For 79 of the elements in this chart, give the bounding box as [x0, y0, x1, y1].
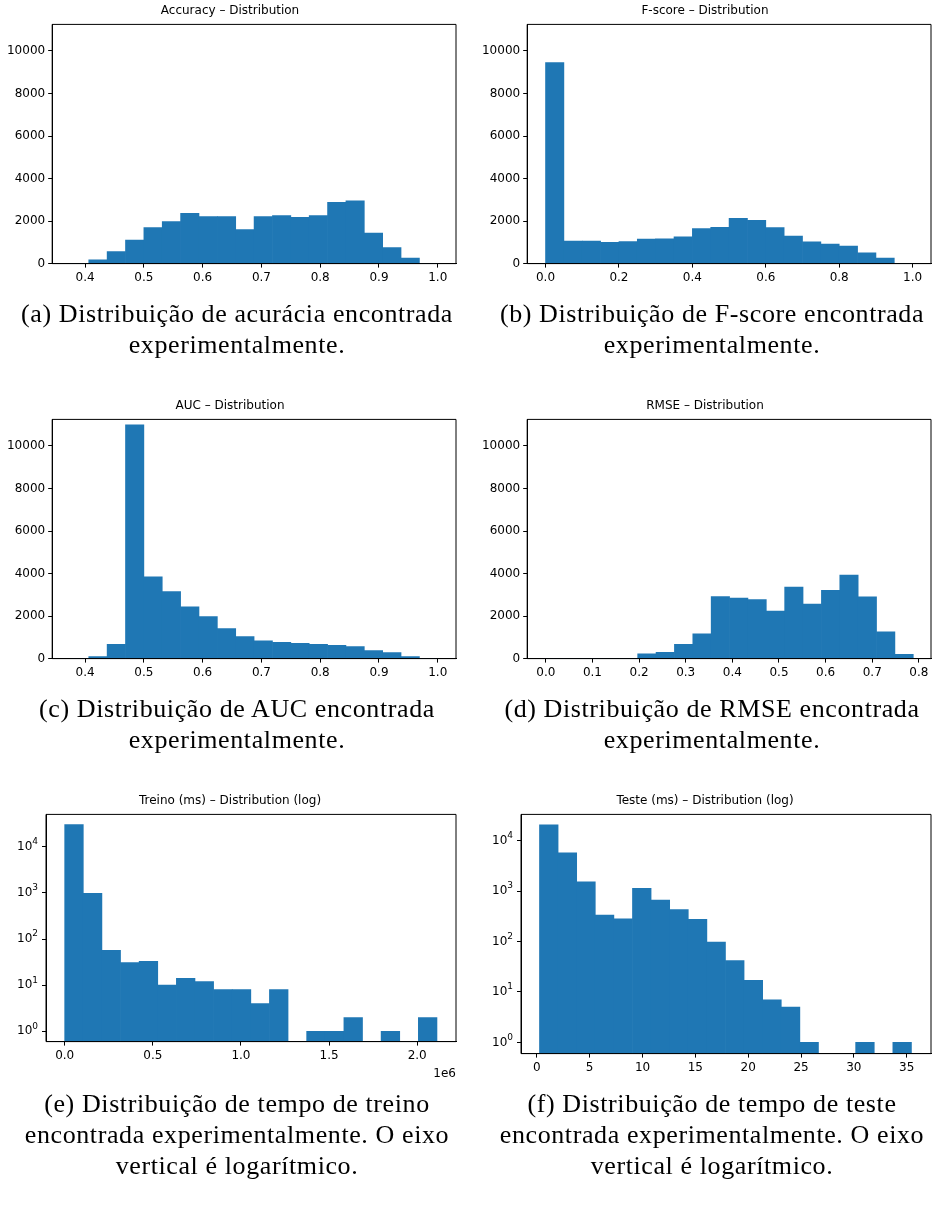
x-tick-label: 0.8	[829, 269, 849, 284]
y-tick-label: 6000	[14, 128, 46, 143]
y-tick-label: 2000	[14, 608, 46, 623]
y-tick-label: 8000	[489, 480, 521, 495]
x-tick-label: 0.0	[55, 1047, 75, 1062]
text: (c) Distribuição de AUC encontrada experimentalmente.	[38, 693, 436, 755]
x-tick-label: 0.2	[609, 269, 629, 284]
x-tick-label: 0.1	[582, 664, 602, 679]
y-tick-label: 8000	[14, 85, 46, 100]
x-tick-label: 0.4	[682, 269, 702, 284]
x-tick-label: 0.9	[369, 664, 389, 679]
x-tick-label: 25	[793, 1059, 809, 1074]
y-tick-label: 0	[512, 650, 521, 665]
x-tick-label: 0.6	[193, 269, 213, 284]
x-tick-label: 0.8	[310, 269, 330, 284]
y-tick-label: 8000	[14, 480, 46, 495]
x-tick-label: 0.8	[310, 664, 330, 679]
y-tick-label: 10000	[6, 438, 46, 453]
x-tick-label: 1.0	[428, 664, 448, 679]
x-tick-label: 0.6	[816, 664, 836, 679]
y-tick-label: 2000	[14, 213, 46, 228]
y-tick-label: 10000	[481, 438, 521, 453]
x-tick-label: 1.0	[231, 1047, 251, 1062]
chart-title: AUC – Distribution	[175, 398, 285, 413]
x-tick-label: 0.5	[134, 664, 154, 679]
y-tick-label: 4000	[14, 170, 46, 185]
y-tick-label: 6000	[489, 128, 521, 143]
y-tick-label: 2000	[489, 213, 521, 228]
y-tick-label: 6000	[14, 523, 46, 538]
x-tick-label: 20	[740, 1059, 756, 1074]
x-tick-label: 0.4	[722, 664, 742, 679]
x-tick-label: 0.4	[75, 269, 95, 284]
x-tick-label: 0.0	[536, 664, 556, 679]
text: (e) Distribuição de tempo de treino encontrada experimentalmente. O eixo vertical é logarítmico.	[23, 1088, 451, 1181]
x-tick-label: 1.5	[319, 1047, 339, 1062]
x-tick-label: 0.6	[756, 269, 776, 284]
chart-title: Teste (ms) – Distribution (log)	[615, 793, 794, 808]
y-tick-label: 0	[512, 255, 521, 270]
text: (f) Distribuição de tempo de teste encontrada experimentalmente. O eixo vertical é logarítmico.	[498, 1088, 926, 1181]
x-tick-label: 10	[634, 1059, 651, 1074]
x-tick-label: 0.9	[369, 269, 389, 284]
text: 1e6	[433, 1066, 456, 1081]
x-tick-label: 0.4	[75, 664, 95, 679]
y-tick-label: 8000	[489, 85, 521, 100]
text: (d) Distribuição de RMSE encontrada experimentalmente.	[503, 693, 921, 755]
x-tick-label: 1.0	[428, 269, 448, 284]
y-tick-label: 0	[37, 650, 46, 665]
x-tick-label: 5	[585, 1059, 594, 1074]
y-tick-label: 4000	[489, 170, 521, 185]
y-tick-label: 10000	[6, 43, 46, 58]
x-tick-label: 0.2	[629, 664, 649, 679]
x-tick-label: 0	[533, 1059, 541, 1074]
chart-title: Treino (ms) – Distribution (log)	[137, 793, 322, 808]
x-tick-label: 1.0	[903, 269, 923, 284]
x-tick-label: 30	[846, 1059, 862, 1074]
x-tick-label: 0.5	[769, 664, 789, 679]
x-tick-label: 35	[899, 1059, 915, 1074]
x-tick-label: 15	[687, 1059, 703, 1074]
x-tick-label: 0.6	[193, 664, 213, 679]
x-tick-label: 2.0	[407, 1047, 427, 1062]
y-tick-label: 2000	[489, 608, 521, 623]
x-tick-label: 0.3	[676, 664, 696, 679]
x-tick-label: 0.8	[909, 664, 929, 679]
text: (b) Distribuição de F-score encontrada experimentalmente.	[498, 298, 926, 360]
chart-title: F-score – Distribution	[641, 3, 769, 18]
y-tick-label: 0	[37, 255, 46, 270]
x-tick-label: 0.7	[251, 269, 271, 284]
chart-title: Accuracy – Distribution	[160, 3, 300, 18]
y-tick-label: 10000	[481, 43, 521, 58]
text: (a) Distribuição de acurácia encontrada experimentalmente.	[20, 298, 454, 360]
x-tick-label: 0.7	[862, 664, 882, 679]
y-tick-label: 4000	[489, 565, 521, 580]
x-tick-label: 0.7	[251, 664, 271, 679]
chart-title: RMSE – Distribution	[646, 398, 764, 413]
x-tick-label: 0.5	[134, 269, 154, 284]
y-tick-label: 4000	[14, 565, 46, 580]
x-tick-label: 0.0	[535, 269, 556, 284]
y-tick-label: 6000	[489, 523, 521, 538]
x-tick-label: 0.5	[143, 1047, 163, 1062]
